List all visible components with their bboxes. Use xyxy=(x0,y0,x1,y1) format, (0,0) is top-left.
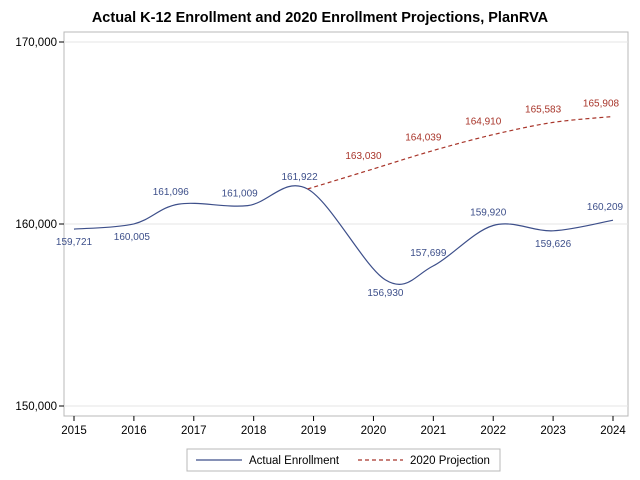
x-tick-label: 2017 xyxy=(181,425,207,437)
2020-projection-line xyxy=(307,115,614,190)
x-tick-label: 2021 xyxy=(421,425,447,437)
2020-projection-data-label: 165,908 xyxy=(583,98,620,109)
x-tick-label: 2023 xyxy=(540,425,566,437)
y-tick-label: 150,000 xyxy=(15,401,57,413)
actual-enrollment-data-label: 159,721 xyxy=(56,237,93,248)
actual-enrollment-data-label: 160,209 xyxy=(587,202,624,213)
actual-enrollment-data-label: 161,009 xyxy=(222,189,259,200)
x-tick-label: 2015 xyxy=(61,425,87,437)
2020-projection-data-label: 165,583 xyxy=(525,104,562,115)
actual-enrollment-data-label: 157,699 xyxy=(410,248,447,259)
actual-enrollment-data-label: 161,922 xyxy=(281,172,318,183)
x-tick-label: 2022 xyxy=(480,425,506,437)
y-tick-label: 170,000 xyxy=(15,37,57,49)
legend-label-2020-projection: 2020 Projection xyxy=(410,455,490,467)
2020-projection-data-label: 163,030 xyxy=(345,151,382,162)
2020-projection-data-label: 164,039 xyxy=(405,132,442,143)
x-tick-label: 2020 xyxy=(361,425,387,437)
actual-enrollment-data-label: 156,930 xyxy=(367,288,404,299)
legend-label-actual-enrollment: Actual Enrollment xyxy=(249,455,340,467)
actual-enrollment-data-label: 161,096 xyxy=(153,187,190,198)
y-tick-label: 160,000 xyxy=(15,219,57,231)
actual-enrollment-line xyxy=(73,185,614,285)
actual-enrollment-data-label: 160,005 xyxy=(114,232,151,243)
2020-projection-data-label: 164,910 xyxy=(465,117,502,128)
legend-box xyxy=(186,448,501,472)
x-tick-label: 2019 xyxy=(301,425,327,437)
actual-enrollment-data-label: 159,626 xyxy=(535,239,572,250)
x-tick-label: 2016 xyxy=(121,425,147,437)
x-tick-label: 2024 xyxy=(600,425,626,437)
actual-enrollment-data-label: 159,920 xyxy=(470,207,507,218)
chart-title: Actual K-12 Enrollment and 2020 Enrollme… xyxy=(91,10,549,26)
x-tick-label: 2018 xyxy=(241,425,267,437)
